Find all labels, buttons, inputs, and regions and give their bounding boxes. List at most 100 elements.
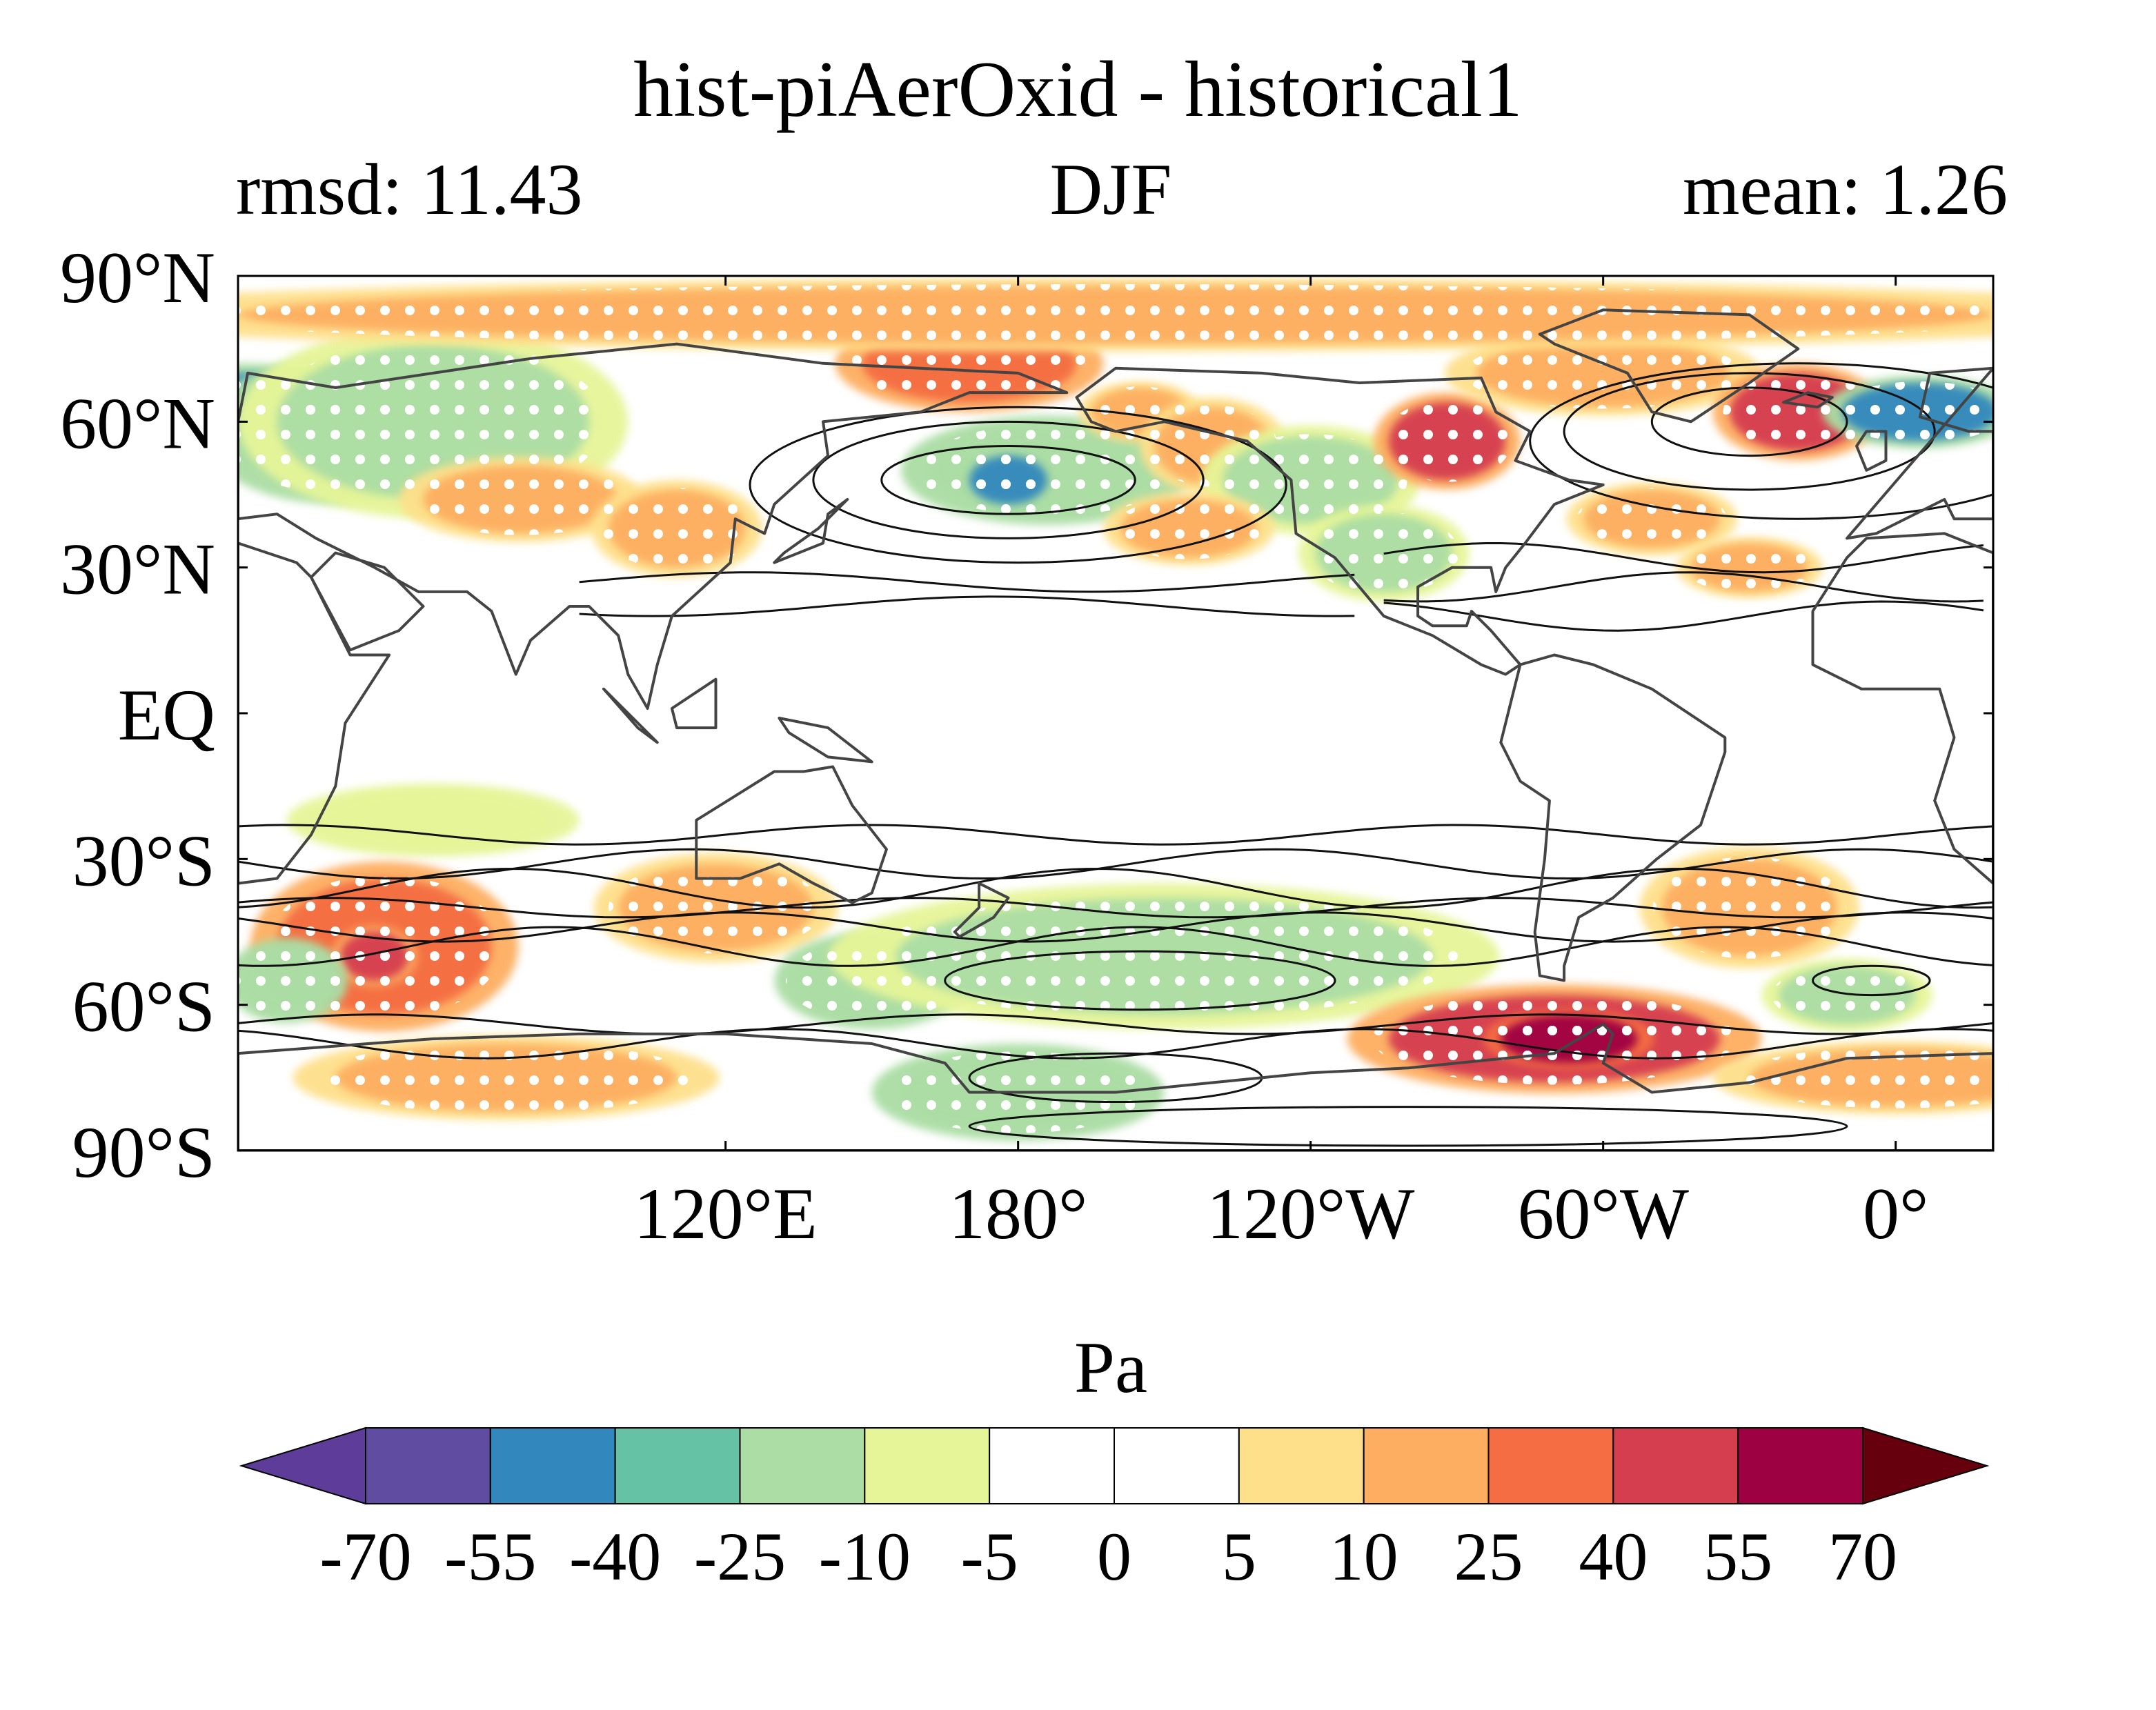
stipple-region bbox=[869, 895, 1460, 1017]
lat-tick-label: EQ bbox=[118, 675, 215, 755]
colorbar-segment bbox=[365, 1427, 491, 1504]
contour-closed bbox=[880, 445, 1136, 515]
lat-tick-label: 60°S bbox=[72, 966, 215, 1047]
colorbar-segment bbox=[1238, 1427, 1365, 1504]
lon-tick-label: 0° bbox=[1863, 1173, 1928, 1254]
contour-closed bbox=[968, 1106, 1848, 1147]
season-label: DJF bbox=[1049, 149, 1172, 230]
contour-closed bbox=[1650, 386, 1848, 457]
colorbar-segment bbox=[739, 1427, 866, 1504]
coast-britain bbox=[1855, 430, 1888, 472]
contour-closed bbox=[1529, 362, 1993, 520]
stipple-region bbox=[965, 454, 1051, 506]
coast-australia bbox=[695, 765, 888, 904]
lat-tick-label: 90°N bbox=[60, 237, 215, 318]
contour-line bbox=[238, 867, 1993, 909]
figure-title: hist-piAerOxid - historical1 bbox=[633, 46, 1523, 134]
contour-closed bbox=[1563, 372, 1936, 491]
stipple-region bbox=[1685, 541, 1814, 593]
coast-africa-east bbox=[238, 541, 391, 885]
lon-tick-label: 60°W bbox=[1517, 1173, 1688, 1254]
coast-iceland bbox=[1782, 391, 1834, 409]
stipple-region bbox=[238, 284, 1993, 346]
latitude-tick-labels: 90°N 60°N 30°N EQ 30°S 60°S 90°S bbox=[60, 237, 215, 1193]
stipple-region bbox=[1652, 856, 1846, 959]
stipple-region bbox=[1214, 434, 1407, 526]
coast-arabia bbox=[310, 551, 425, 652]
lon-tick-label: 120°W bbox=[1207, 1173, 1414, 1254]
stipple-region bbox=[413, 464, 629, 535]
colorbar-tick-label: -55 bbox=[444, 1518, 536, 1595]
contour-line bbox=[579, 571, 1355, 593]
lat-tick-label: 30°N bbox=[60, 529, 215, 610]
colorbar-segment bbox=[1114, 1427, 1240, 1504]
contour-line bbox=[238, 911, 1993, 943]
contour-line bbox=[579, 595, 1355, 617]
colorbar-tick-label: 10 bbox=[1329, 1518, 1398, 1595]
coast-eurasia bbox=[238, 342, 1069, 710]
colorbar-segment bbox=[489, 1427, 616, 1504]
coast-africa-west bbox=[1811, 532, 1993, 885]
contour-line bbox=[1383, 542, 1984, 574]
stipple-region bbox=[1772, 964, 1922, 1026]
stipple-region bbox=[1463, 337, 1743, 409]
colorbar bbox=[239, 1426, 1990, 1505]
contour-line bbox=[1383, 600, 1984, 632]
lon-tick-label: 180° bbox=[949, 1173, 1087, 1254]
colorbar-tick-label: 70 bbox=[1828, 1518, 1897, 1595]
coast-new-guinea bbox=[778, 717, 873, 764]
contour-line bbox=[238, 848, 1993, 880]
lon-tick-label: 120°E bbox=[634, 1173, 818, 1254]
colorbar-tick-label: -70 bbox=[319, 1518, 411, 1595]
stipple-region bbox=[1723, 371, 1874, 453]
contour-line bbox=[1383, 571, 1984, 603]
contour-closed bbox=[944, 950, 1336, 1011]
mean-label: mean: 1.26 bbox=[1683, 149, 2008, 230]
colorbar-tick-label: 0 bbox=[1097, 1518, 1131, 1595]
rmsd-label: rmsd: 11.43 bbox=[236, 149, 583, 230]
lat-tick-label: 90°S bbox=[72, 1112, 215, 1193]
stipple-region bbox=[1114, 497, 1264, 559]
stipple-region bbox=[238, 944, 341, 1017]
colorbar-segment bbox=[1487, 1427, 1614, 1504]
colorbar-tick-label: -40 bbox=[569, 1518, 661, 1595]
colorbar-extend-low bbox=[239, 1426, 366, 1505]
stipple-region bbox=[337, 931, 413, 982]
stipple-region bbox=[318, 1042, 694, 1114]
contour-line bbox=[238, 926, 1993, 967]
colorbar-tick-label: 25 bbox=[1454, 1518, 1523, 1595]
coast-borneo bbox=[670, 677, 718, 730]
coast-europe bbox=[1846, 366, 1993, 540]
coast-north-america bbox=[1075, 366, 1605, 676]
stipple-region bbox=[1383, 400, 1512, 482]
longitude-tick-labels: 120°E 180° 120°W 60°W 0° bbox=[634, 1173, 1929, 1254]
colorbar-tick-label: 40 bbox=[1579, 1518, 1648, 1595]
latitude-ticks bbox=[238, 275, 1993, 1152]
colorbar-label: Pa bbox=[1074, 1327, 1147, 1408]
coast-south-america bbox=[1499, 653, 1727, 982]
colorbar-segment bbox=[1612, 1427, 1739, 1504]
anomaly-region bbox=[316, 791, 551, 850]
climatology-contours bbox=[238, 362, 1993, 1147]
stipple-region bbox=[602, 488, 752, 570]
coast-sumatra bbox=[602, 687, 659, 744]
colorbar-tick-labels: -70 -55 -40 -25 -10 -5 0 5 10 25 40 55 70 bbox=[319, 1518, 1897, 1595]
contour-closed bbox=[1812, 964, 1931, 997]
contour-line bbox=[238, 1028, 1993, 1060]
colorbar-tick-label: -5 bbox=[961, 1518, 1018, 1595]
colorbar-segment bbox=[1737, 1427, 1864, 1504]
stipple-region bbox=[1576, 488, 1728, 550]
colorbar-segment bbox=[989, 1427, 1115, 1504]
colorbar-segment bbox=[614, 1427, 741, 1504]
coastlines bbox=[238, 308, 1993, 1151]
lat-tick-label: 30°S bbox=[72, 820, 215, 901]
coast-greenland bbox=[1538, 308, 1800, 424]
stipple-region bbox=[261, 339, 605, 504]
longitude-ticks bbox=[724, 276, 1897, 1151]
colorbar-tick-label: 5 bbox=[1222, 1518, 1256, 1595]
colorbar-tick-label: -10 bbox=[819, 1518, 911, 1595]
stipple-region bbox=[1734, 1046, 1993, 1108]
contour-closed bbox=[812, 420, 1205, 539]
